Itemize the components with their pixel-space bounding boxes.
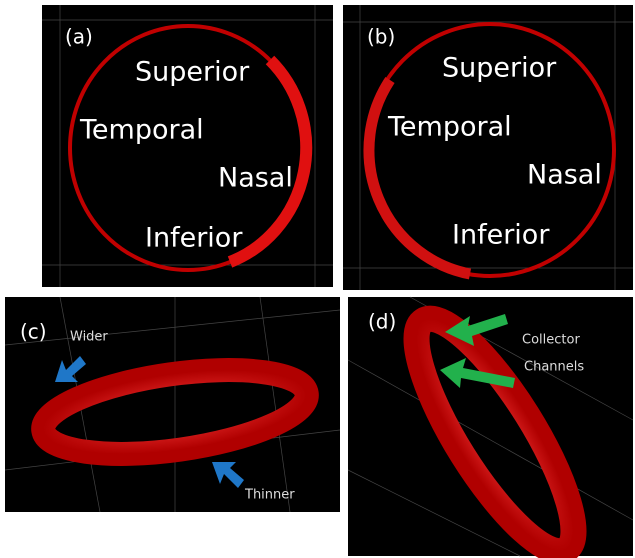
- figure: (a) Superior Temporal Nasal Inferior (b)…: [0, 0, 635, 558]
- annotation: Superior: [442, 53, 557, 84]
- annotation: Superior: [135, 57, 250, 88]
- panel-label: (a): [65, 25, 93, 49]
- panel-background: [348, 297, 633, 556]
- annotation: Collector: [522, 333, 580, 348]
- panel-label: (b): [367, 25, 395, 49]
- annotation: Temporal: [387, 112, 512, 143]
- annotation: Nasal: [527, 160, 602, 191]
- panel-d: (d) Collector Channels: [348, 297, 633, 558]
- panel-label: (c): [20, 320, 47, 344]
- annotation: Temporal: [79, 115, 204, 146]
- annotation: Wider: [70, 330, 108, 345]
- annotation: Thinner: [244, 488, 295, 503]
- panel-label: (d): [368, 310, 396, 334]
- panel-c: (c) Wider Thinner: [5, 297, 340, 512]
- annotation: Inferior: [145, 223, 243, 254]
- panel-a: (a) Superior Temporal Nasal Inferior: [42, 5, 333, 287]
- annotation: Inferior: [452, 220, 550, 251]
- panel-b: (b) Superior Temporal Nasal Inferior: [343, 5, 633, 290]
- annotation: Channels: [524, 360, 584, 375]
- annotation: Nasal: [218, 163, 293, 194]
